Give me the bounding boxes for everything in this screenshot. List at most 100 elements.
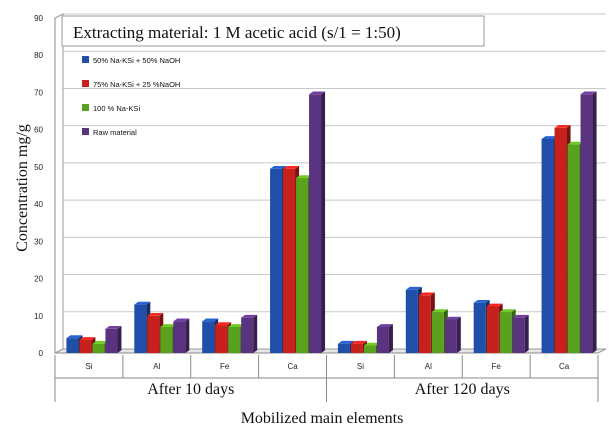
bar-front [418, 295, 431, 353]
bar-front [431, 312, 444, 353]
legend-label: 50% Na-KSi + 50% NaOH [93, 56, 180, 65]
bar [309, 91, 326, 354]
bar-top [376, 324, 393, 327]
x-axis-label: Mobilized main elements [241, 410, 404, 427]
bar-side [117, 326, 122, 353]
x-tick-label: Fe [492, 362, 502, 371]
bar-top [512, 314, 529, 318]
title-box [61, 15, 485, 47]
bar-front [241, 317, 254, 353]
legend: 50% Na-KSi + 50% NaOH 75% Na-KSi + 25 %Na… [82, 56, 180, 137]
legend-label: 75% Na-KSi + 25 %NaOH [93, 80, 180, 89]
bar-front [160, 326, 173, 353]
legend-item: 50% Na-KSi + 50% NaOH [82, 56, 180, 65]
bar-side [321, 91, 326, 353]
chart-title: Extracting material: 1 M acetic acid (s/… [73, 23, 401, 42]
bar-top [418, 292, 435, 296]
bar-front [567, 144, 580, 353]
bar-front [512, 317, 525, 353]
bar-front [202, 321, 215, 353]
gridline [54, 236, 606, 242]
bar-front [363, 345, 376, 353]
y-tick-label: 10 [34, 312, 43, 321]
bar-top [147, 312, 164, 316]
bar [105, 326, 122, 353]
x-tick-label: Al [153, 362, 160, 371]
legend-item: Raw material [82, 128, 137, 137]
bar-front [270, 168, 283, 353]
bar-front [376, 326, 389, 353]
bar-top [160, 324, 177, 327]
x-tick-label: Si [85, 362, 92, 371]
bar-front [283, 168, 296, 353]
bar-top [215, 322, 232, 326]
x-tick-label: Fe [220, 362, 230, 371]
gridline [54, 274, 606, 280]
bar-top [309, 91, 326, 95]
bar-front [337, 343, 350, 353]
x-tick-label: Ca [559, 362, 570, 371]
y-tick-label: 70 [34, 88, 43, 97]
bar-side [524, 314, 529, 353]
bar [580, 91, 597, 354]
x-tick-label: Si [357, 362, 364, 371]
x-tick-label: Ca [287, 362, 298, 371]
bar-top [473, 299, 490, 303]
bar-top [486, 303, 503, 307]
bar-top [105, 326, 122, 329]
side-wall [54, 13, 64, 354]
y-tick-label: 90 [34, 14, 43, 23]
gridline [54, 87, 606, 93]
group-label: After 10 days [147, 381, 234, 398]
bar [512, 314, 529, 353]
bar-top [350, 340, 367, 344]
bar-top [66, 335, 83, 339]
bar-top [92, 340, 109, 344]
bar-top [363, 342, 380, 346]
legend-swatch [82, 104, 89, 111]
legend-swatch [82, 128, 89, 135]
y-tick-label: 0 [39, 349, 44, 358]
bar-side [592, 91, 597, 353]
bar [376, 324, 393, 353]
bar-front [296, 178, 309, 353]
bar-top [580, 91, 597, 95]
gridline [54, 199, 606, 205]
bars [66, 91, 597, 354]
group-labels: After 10 days After 120 days [147, 381, 510, 398]
bar-front [92, 343, 105, 353]
legend-item: 75% Na-KSi + 25 %NaOH [82, 80, 180, 89]
bar-side [253, 314, 258, 353]
y-tick-labels: 0 10 20 30 40 50 60 70 80 90 [34, 14, 43, 358]
bar-front [66, 338, 79, 353]
y-tick-label: 40 [34, 200, 43, 209]
legend-item: 100 % Na-KSi [82, 104, 140, 113]
bar-front [499, 312, 512, 353]
bar-front [350, 343, 363, 353]
y-tick-label: 20 [34, 275, 43, 284]
y-tick-label: 60 [34, 126, 43, 135]
bar-front [554, 127, 567, 353]
bar-top [499, 309, 516, 313]
bar-side [388, 324, 393, 353]
bar-front [173, 321, 186, 353]
bar-top [134, 301, 151, 305]
bar-front [486, 306, 499, 353]
group-label: After 120 days [415, 381, 510, 398]
gridline [54, 50, 606, 56]
bar [173, 318, 190, 353]
chart-frame [54, 13, 607, 354]
legend-swatch [82, 56, 89, 63]
bar-top [541, 136, 558, 139]
bar-top [270, 165, 287, 169]
bar-front [473, 302, 486, 353]
bar-top [444, 316, 461, 320]
bar [444, 316, 461, 353]
bar-front [228, 326, 241, 353]
bar-top [405, 286, 422, 290]
legend-label: Raw material [93, 128, 137, 137]
bar-front [444, 319, 457, 353]
bar-top [554, 125, 571, 128]
bar-side [185, 318, 190, 353]
